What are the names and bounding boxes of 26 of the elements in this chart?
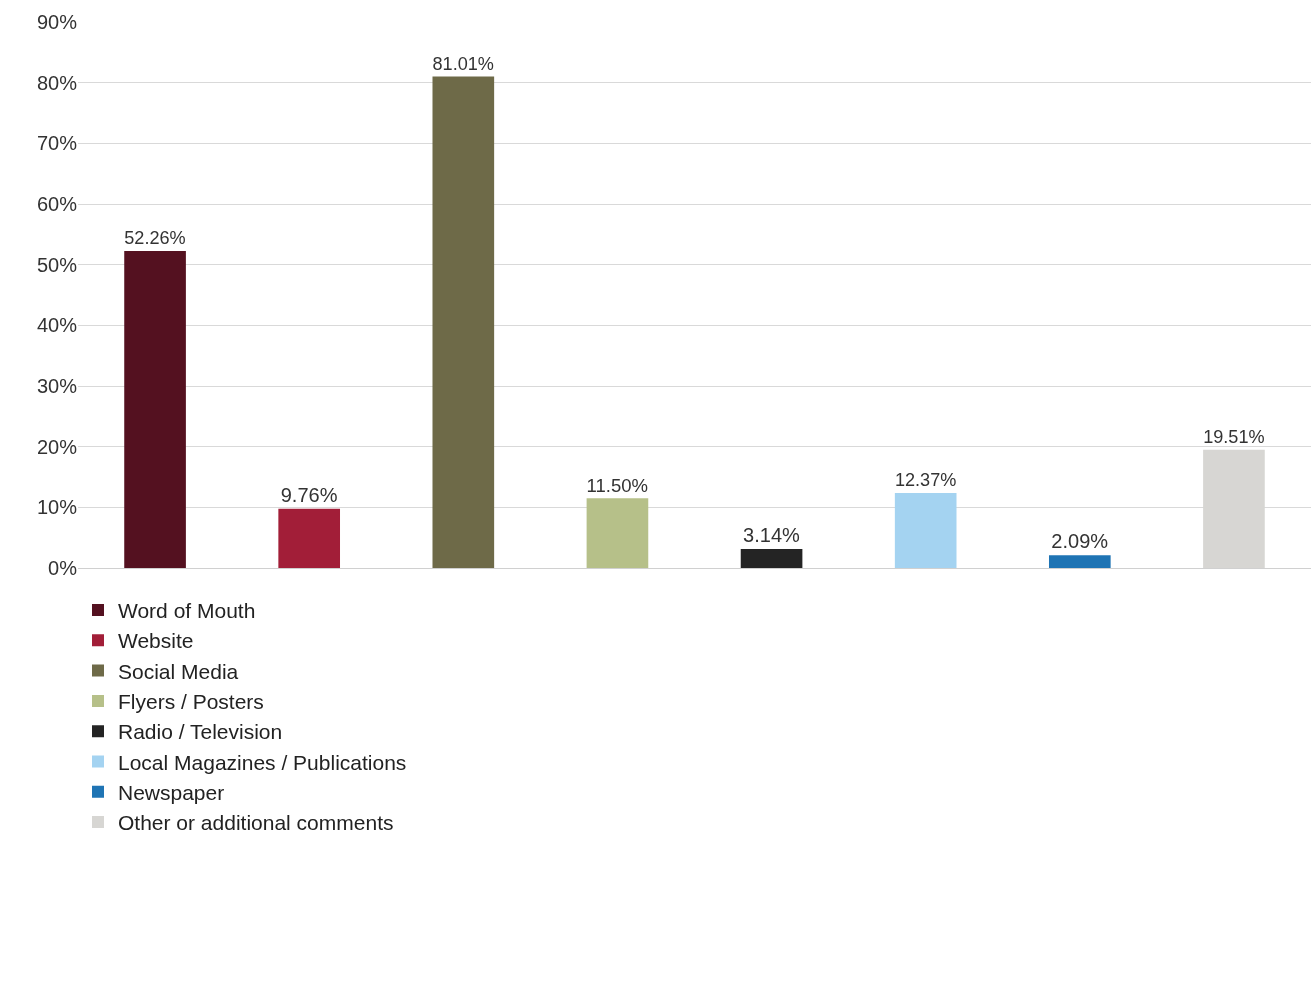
data-label: 81.01% — [432, 53, 494, 74]
y-tick-label: 0% — [48, 557, 78, 579]
legend-label: Word of Mouth — [118, 599, 256, 623]
y-tick-label: 50% — [36, 253, 78, 276]
y-tick-label: 70% — [36, 132, 78, 155]
legend-label: Local Magazines / Publications — [118, 750, 407, 774]
y-tick-label: 40% — [36, 314, 78, 337]
data-label: 3.14% — [743, 523, 801, 546]
legend-label: Website — [118, 629, 194, 653]
y-tick-label: 80% — [36, 71, 78, 94]
legend-label: Flyers / Posters — [118, 690, 264, 714]
data-label: 12.37% — [894, 470, 957, 491]
data-label: 19.51% — [1203, 427, 1265, 448]
data-label: 11.50% — [586, 474, 649, 496]
y-tick-label: 90% — [36, 11, 78, 33]
legend-label: Newspaper — [118, 780, 225, 804]
y-tick-label: 10% — [36, 496, 78, 519]
legend-label: Social Media — [118, 659, 239, 683]
legend-label: Other or additional comments — [118, 811, 394, 835]
data-label: 9.76% — [280, 483, 338, 506]
data-label: 2.09% — [1051, 530, 1109, 553]
y-tick-label: 30% — [36, 375, 78, 397]
y-tick-label: 60% — [36, 193, 78, 215]
legend-label: Radio / Television — [118, 720, 283, 744]
y-tick-label: 20% — [36, 435, 78, 458]
data-label: 52.26% — [124, 228, 186, 249]
